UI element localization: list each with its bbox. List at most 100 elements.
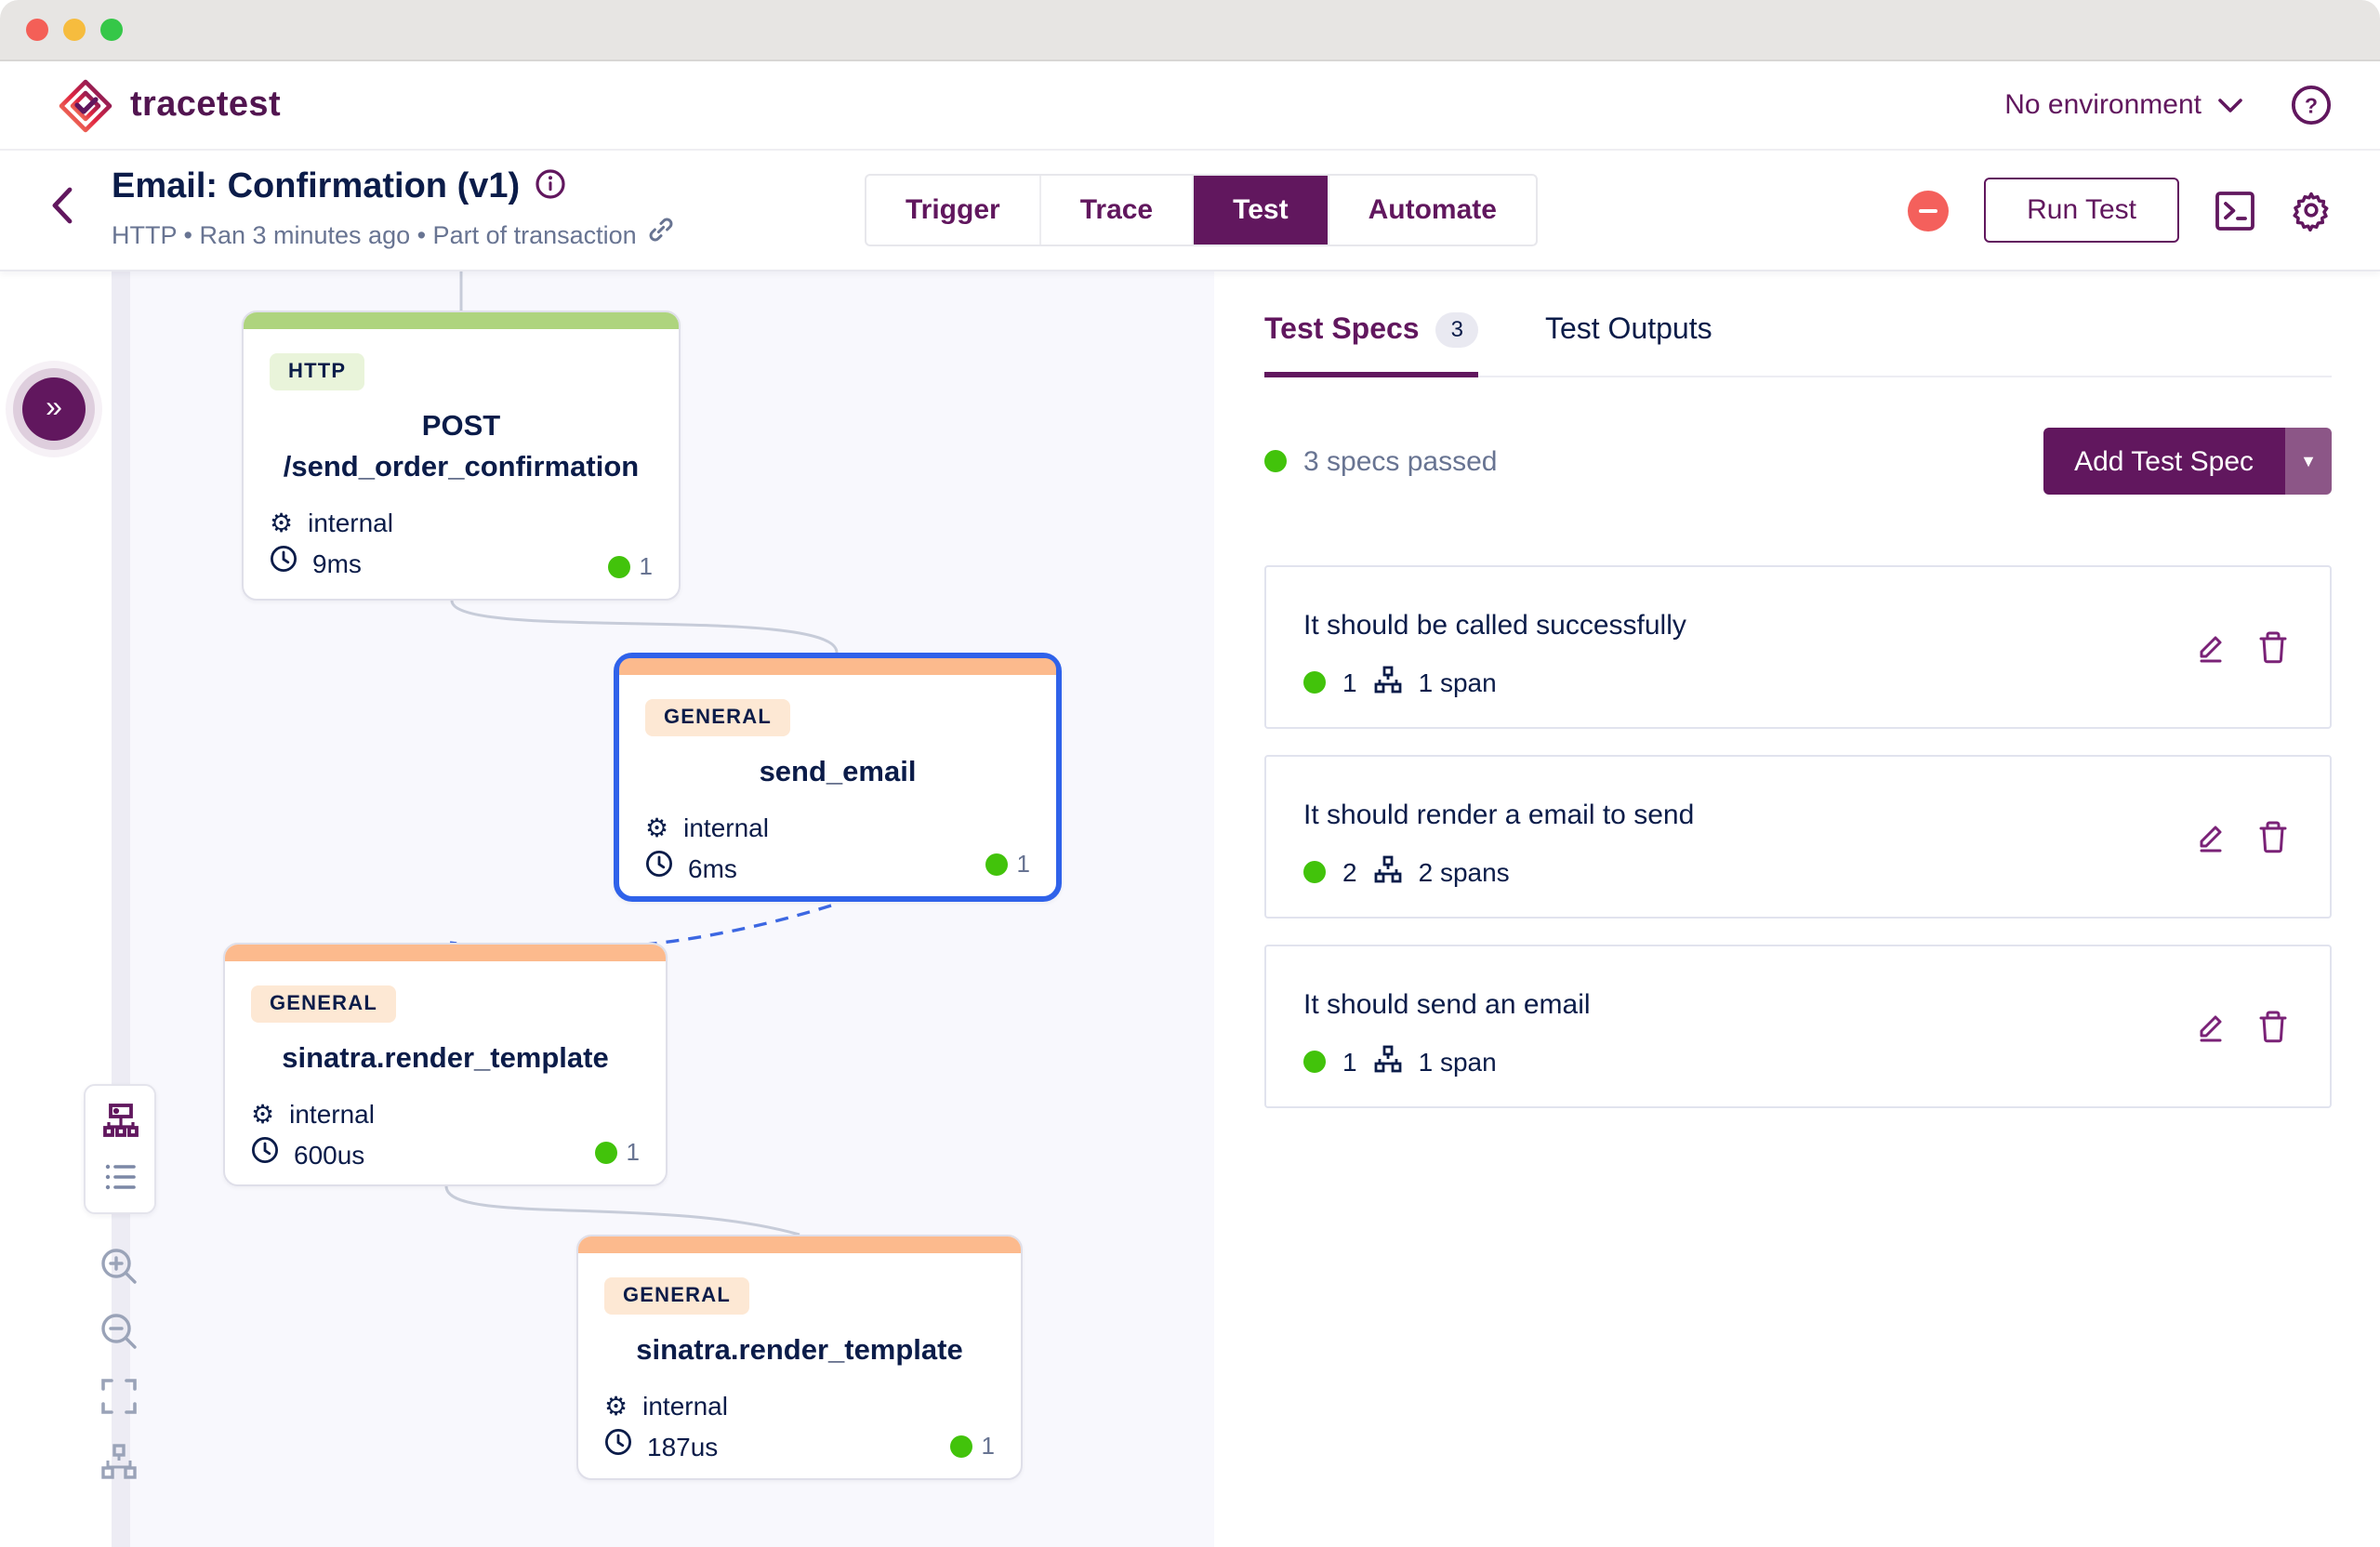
node-kind: internal: [683, 813, 769, 842]
fit-view-icon[interactable]: [99, 1376, 139, 1417]
pass-dot-icon: [985, 853, 1008, 875]
zoom-out-icon[interactable]: [99, 1311, 139, 1352]
span-node-sinatra-render-template-2[interactable]: GENERAL sinatra.render_template ⚙ interna…: [576, 1235, 1023, 1480]
page-subtitle: HTTP • Ran 3 minutes ago • Part of trans…: [112, 220, 637, 248]
node-duration: 600us: [294, 1140, 365, 1170]
spec-title: It should be called successfully: [1303, 610, 1686, 641]
app-header: tracetest No environment ?: [0, 61, 2380, 151]
node-duration: 6ms: [688, 853, 737, 883]
environment-selector-label: No environment: [2004, 89, 2202, 121]
transaction-link-icon[interactable]: [648, 216, 676, 253]
edit-spec-icon[interactable]: [2194, 630, 2228, 664]
node-type-bar: [225, 945, 666, 961]
close-window-button[interactable]: [26, 19, 48, 41]
tab-test-outputs[interactable]: Test Outputs: [1545, 314, 1712, 377]
span-node-send-email[interactable]: GENERAL send_email ⚙ internal 6ms 1: [614, 653, 1062, 902]
node-type-badge: GENERAL: [251, 985, 396, 1023]
node-kind: internal: [289, 1099, 375, 1129]
node-title: sinatra.render_template: [282, 1043, 609, 1075]
pass-dot-icon: [607, 555, 630, 577]
svg-text:?: ?: [2305, 94, 2318, 118]
minimap-graph-icon[interactable]: [99, 1441, 139, 1482]
node-type-bar: [244, 312, 679, 329]
page-title: Email: Confirmation (v1): [112, 167, 521, 206]
delete-spec-icon[interactable]: [2257, 630, 2289, 664]
help-icon[interactable]: ?: [2291, 85, 2332, 126]
specs-status-row: 3 specs passed Add Test Spec ▼: [1264, 428, 2332, 495]
tab-test[interactable]: Test: [1192, 176, 1328, 245]
node-title: send_email: [759, 757, 917, 788]
spec-pass-count: 1: [1342, 1047, 1357, 1077]
tracetest-logo-icon: [56, 75, 115, 135]
node-duration: 187us: [647, 1432, 719, 1461]
node-title: sinatra.render_template: [636, 1335, 963, 1367]
node-pass-count: 1: [985, 850, 1030, 878]
delete-spec-icon[interactable]: [2257, 820, 2289, 853]
panel-tab-bar: Test Specs 3 Test Outputs: [1264, 271, 2332, 377]
pass-dot-icon: [1264, 450, 1287, 472]
spec-span-count: 2 spans: [1418, 857, 1510, 887]
spans-graph-icon: [1374, 855, 1402, 889]
span-node-sinatra-render-template-1[interactable]: GENERAL sinatra.render_template ⚙ interna…: [223, 943, 668, 1186]
spec-meta: 1 1 span: [1303, 1045, 2293, 1078]
vertical-scrollbar[interactable]: [112, 271, 130, 1547]
list-view-icon[interactable]: [99, 1157, 140, 1197]
dag-view-icon[interactable]: [99, 1101, 140, 1142]
edit-spec-icon[interactable]: [2194, 1010, 2228, 1043]
environment-selector[interactable]: No environment: [2004, 89, 2242, 121]
test-spec-card[interactable]: It should be called successfully 1 1 spa…: [1264, 565, 2332, 729]
spec-span-count: 1 span: [1418, 1047, 1497, 1077]
add-test-spec-dropdown-caret[interactable]: ▼: [2285, 428, 2332, 495]
add-test-spec-button[interactable]: Add Test Spec ▼: [2043, 428, 2332, 495]
run-failed-indicator: [1908, 190, 1950, 231]
node-pass-count: 1: [949, 1432, 995, 1460]
node-type-badge: GENERAL: [645, 699, 790, 736]
expand-sidebar-button[interactable]: »: [22, 377, 86, 441]
pass-dot-icon: [594, 1141, 617, 1163]
delete-spec-icon[interactable]: [2257, 1010, 2289, 1043]
spec-meta: 1 1 span: [1303, 666, 2293, 699]
tab-test-specs[interactable]: Test Specs 3: [1264, 312, 1478, 377]
node-pass-count: 1: [594, 1138, 640, 1166]
brand-logo[interactable]: tracetest: [56, 75, 281, 135]
span-node-post-send-order-confirmation[interactable]: HTTP POST /send_order_confirmation ⚙ inte…: [242, 311, 681, 601]
pass-dot-icon: [1303, 861, 1326, 883]
node-pass-count: 1: [607, 552, 653, 580]
zoom-in-icon[interactable]: [99, 1246, 139, 1287]
spec-title: It should send an email: [1303, 989, 1591, 1021]
terminal-cli-icon[interactable]: [2215, 190, 2255, 231]
chevron-down-icon: [2218, 89, 2242, 121]
info-icon[interactable]: [535, 168, 564, 207]
clock-icon: [251, 1136, 279, 1173]
back-button[interactable]: [45, 179, 80, 241]
brand-wordmark: tracetest: [130, 85, 282, 124]
node-type-bar: [578, 1236, 1021, 1253]
clock-icon: [645, 850, 673, 887]
zoom-window-button[interactable]: [100, 19, 123, 41]
minimize-window-button[interactable]: [63, 19, 86, 41]
settings-gear-icon[interactable]: [2291, 190, 2332, 231]
gear-icon: ⚙: [604, 1391, 628, 1421]
spec-pass-count: 2: [1342, 857, 1357, 887]
graph-view-switcher: [84, 1084, 156, 1214]
mode-tab-group: Trigger Trace Test Automate: [865, 174, 1538, 246]
pass-dot-icon: [949, 1435, 972, 1457]
spec-span-count: 1 span: [1418, 668, 1497, 697]
test-spec-list: It should be called successfully 1 1 spa…: [1264, 565, 2332, 1108]
specs-passed-status: 3 specs passed: [1264, 445, 1497, 477]
tab-automate[interactable]: Automate: [1327, 176, 1536, 245]
spans-graph-icon: [1374, 1045, 1402, 1078]
edit-spec-icon[interactable]: [2194, 820, 2228, 853]
main-content: HTTP POST /send_order_confirmation ⚙ inte…: [0, 271, 2380, 1547]
tab-test-specs-label: Test Specs: [1264, 313, 1420, 345]
clock-icon: [604, 1428, 632, 1465]
add-test-spec-label: Add Test Spec: [2043, 428, 2285, 495]
test-panel: Test Specs 3 Test Outputs 3 specs passed…: [1214, 271, 2380, 1547]
test-spec-card[interactable]: It should send an email 1 1 span: [1264, 945, 2332, 1108]
tab-trace[interactable]: Trace: [1038, 176, 1192, 245]
pass-dot-icon: [1303, 671, 1326, 694]
tab-trigger[interactable]: Trigger: [906, 194, 1000, 226]
node-type-bar: [619, 658, 1056, 675]
test-spec-card[interactable]: It should render a email to send 2 2 spa…: [1264, 755, 2332, 919]
run-test-button[interactable]: Run Test: [1984, 178, 2179, 243]
